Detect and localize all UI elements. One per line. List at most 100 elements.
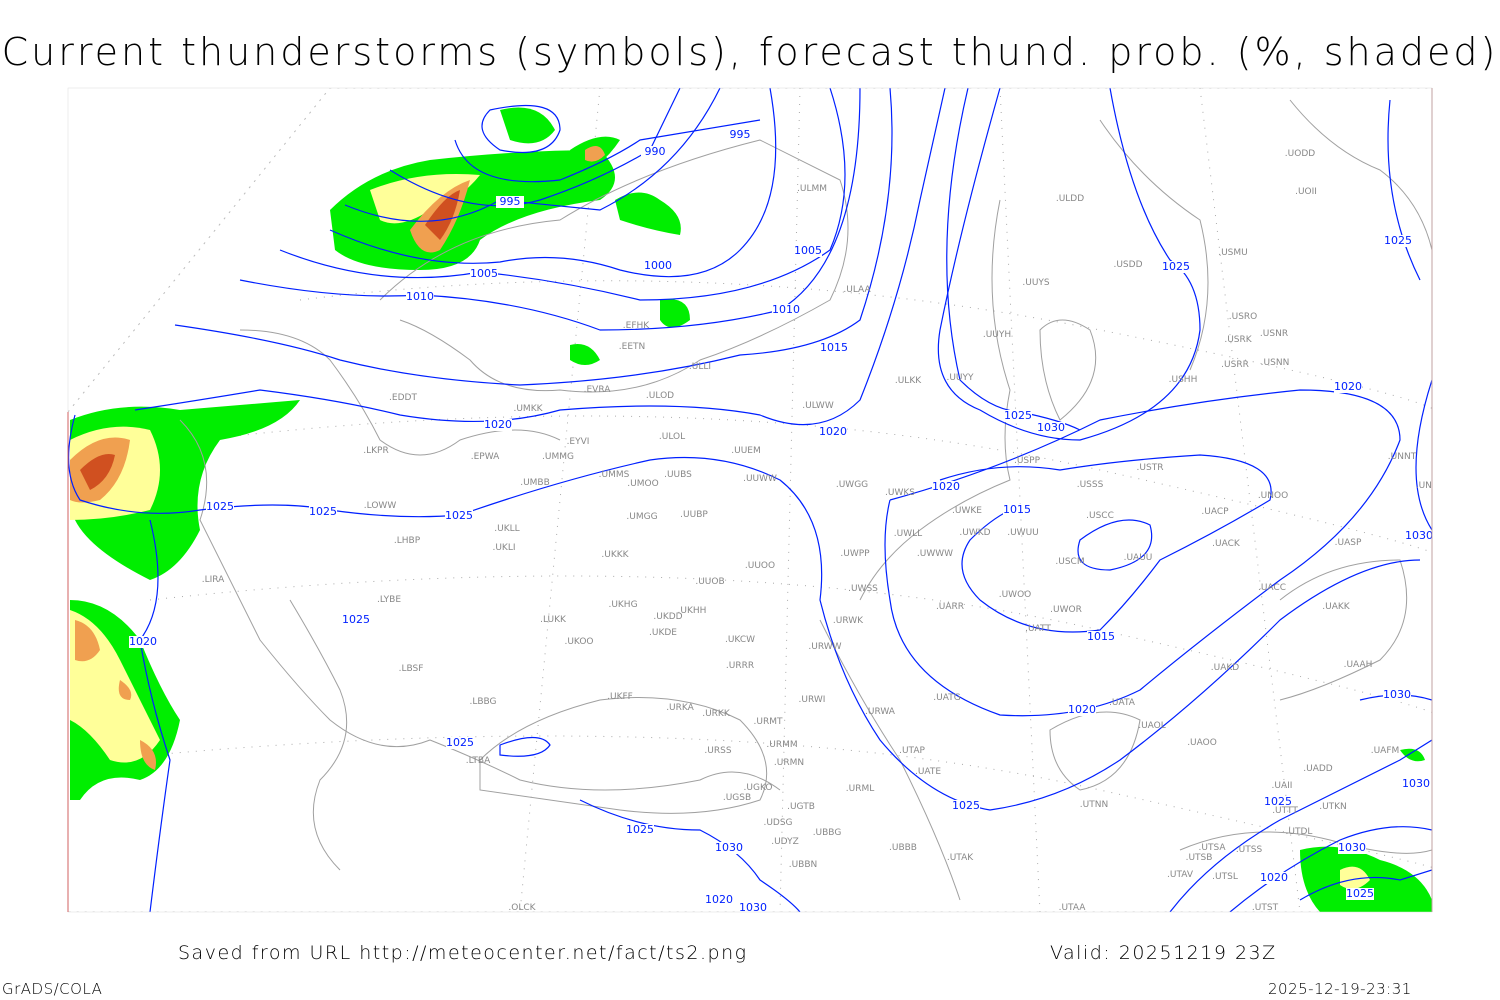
station-label: .UWGG	[836, 480, 868, 490]
station-label: .ULOL	[659, 432, 685, 442]
station-label: .ULOD	[646, 391, 674, 401]
station-label: .UMKK	[513, 404, 543, 414]
station-label: .ULAA	[843, 285, 871, 295]
probability-area	[615, 192, 681, 235]
isobar-label: 1020	[1068, 703, 1096, 716]
station-label: .EFHK	[623, 321, 650, 331]
station-label: .URRR	[726, 661, 754, 671]
station-label: .UATA	[1109, 698, 1136, 708]
station-label: .UKHG	[608, 600, 637, 610]
station-label: .UTTT	[1272, 806, 1298, 816]
isobar-label: 1010	[406, 290, 434, 303]
station-label: .URMT	[754, 717, 783, 727]
software-credit: GrADS/COLA	[2, 980, 103, 998]
station-label: .OLCK	[508, 903, 536, 913]
station-label: .UWWW	[917, 549, 953, 559]
isobar-label: 1030	[1383, 688, 1411, 701]
station-label: .UBBN	[789, 860, 818, 870]
station-label: .UGSB	[723, 793, 751, 803]
station-label: .UNNT	[1388, 452, 1417, 462]
station-label: .ULWW	[802, 401, 834, 411]
isobar-label: 1030	[1402, 777, 1430, 790]
station-label: .USDD	[1113, 260, 1142, 270]
station-label: .UTKN	[1319, 802, 1347, 812]
station-label: .UASP	[1335, 538, 1362, 548]
station-label: .URML	[846, 784, 874, 794]
station-label: .URSS	[704, 746, 731, 756]
isobar-label: 1025	[1264, 795, 1292, 808]
station-label: .UKLL	[494, 524, 519, 534]
isobar-label: 1025	[206, 500, 234, 513]
isobar-label: 1025	[952, 799, 980, 812]
thunderstorm-probability-shading	[70, 107, 1432, 912]
station-label: .UUWW	[743, 474, 777, 484]
station-label: .UMMG	[542, 452, 574, 462]
station-label: .UBBG	[813, 828, 842, 838]
station-label: .URKK	[702, 709, 731, 719]
station-label: .EYVI	[567, 437, 590, 447]
isobar-label: 1000	[644, 259, 672, 272]
isobar-label: 1020	[932, 480, 960, 493]
station-label: .ULLI	[689, 362, 711, 372]
isobar-label: 1025	[626, 823, 654, 836]
station-label: .URWW	[808, 642, 841, 652]
station-label: .UUOO	[745, 561, 775, 571]
isobar-label: 1030	[715, 841, 743, 854]
station-label: .ULDD	[1056, 194, 1084, 204]
station-label: .UWLL	[894, 529, 922, 539]
station-label: .URMN	[774, 758, 804, 768]
station-label: .UUYH	[983, 330, 1011, 340]
station-label: .USRO	[1229, 312, 1258, 322]
station-label: .UTAV	[1167, 870, 1194, 880]
isobar-label: 1015	[1003, 503, 1031, 516]
isobar-label: 1020	[1334, 380, 1362, 393]
station-label: .UACC	[1258, 583, 1286, 593]
graticule	[99, 88, 1432, 912]
station-label: .UATT	[1025, 624, 1051, 634]
station-label: .LKPR	[363, 446, 388, 456]
station-label: .UACK	[1212, 539, 1241, 549]
probability-area	[570, 299, 690, 365]
station-label: .UOII	[1295, 187, 1317, 197]
station-label: .UDYZ	[771, 837, 799, 847]
station-label: .UACP	[1201, 507, 1229, 517]
station-label: .UWOR	[1050, 605, 1082, 615]
station-label: .USPP	[1014, 456, 1041, 466]
station-label: .USCM	[1055, 557, 1084, 567]
isobar-label: 1030	[1405, 529, 1433, 542]
isobar-label: 1025	[1384, 234, 1412, 247]
station-label: .UKLI	[492, 543, 515, 553]
station-label: .USTR	[1137, 463, 1164, 473]
station-label: .EPWA	[471, 452, 500, 462]
station-label: .UUYS	[1022, 278, 1050, 288]
isobar-label: 1015	[1087, 630, 1115, 643]
station-label: .LOWW	[364, 501, 397, 511]
station-label: .UKOO	[564, 637, 593, 647]
station-label: .USMU	[1218, 248, 1248, 258]
isobar-label: 995	[500, 195, 521, 208]
station-label: .UUOB	[695, 577, 724, 587]
station-label: .URKA	[666, 703, 694, 713]
generated-timestamp: 2025-12-19-23:31	[1268, 980, 1412, 998]
isobar-label: 1025	[445, 509, 473, 522]
probability-area	[500, 107, 555, 144]
isobar-label: 1025	[1004, 409, 1032, 422]
station-label: .UMBB	[520, 478, 550, 488]
station-label: .UODD	[1285, 149, 1315, 159]
isobar-label: 1030	[1037, 421, 1065, 434]
station-label: .LYBE	[377, 595, 401, 605]
source-url-text: Saved from URL http://meteocenter.net/fa…	[178, 942, 748, 964]
station-label: .USNR	[1260, 329, 1288, 339]
station-label: .UDSG	[763, 818, 792, 828]
station-label: .UTSS	[1236, 845, 1263, 855]
isobar-label: 1020	[1260, 871, 1288, 884]
map-title: Current thunderstorms (symbols), forecas…	[1, 30, 1499, 74]
station-label: .USNN	[1261, 358, 1290, 368]
station-label: .UTSL	[1212, 872, 1238, 882]
station-label: .UKCW	[725, 635, 755, 645]
station-label: .USCC	[1086, 511, 1114, 521]
station-label: .EDDT	[389, 393, 417, 403]
station-label: .UKDE	[649, 628, 677, 638]
station-label: .ULMM	[797, 184, 827, 194]
station-label: .UWKE	[952, 506, 982, 516]
